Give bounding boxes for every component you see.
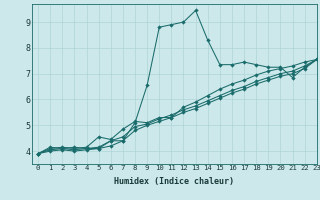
X-axis label: Humidex (Indice chaleur): Humidex (Indice chaleur)	[115, 177, 234, 186]
